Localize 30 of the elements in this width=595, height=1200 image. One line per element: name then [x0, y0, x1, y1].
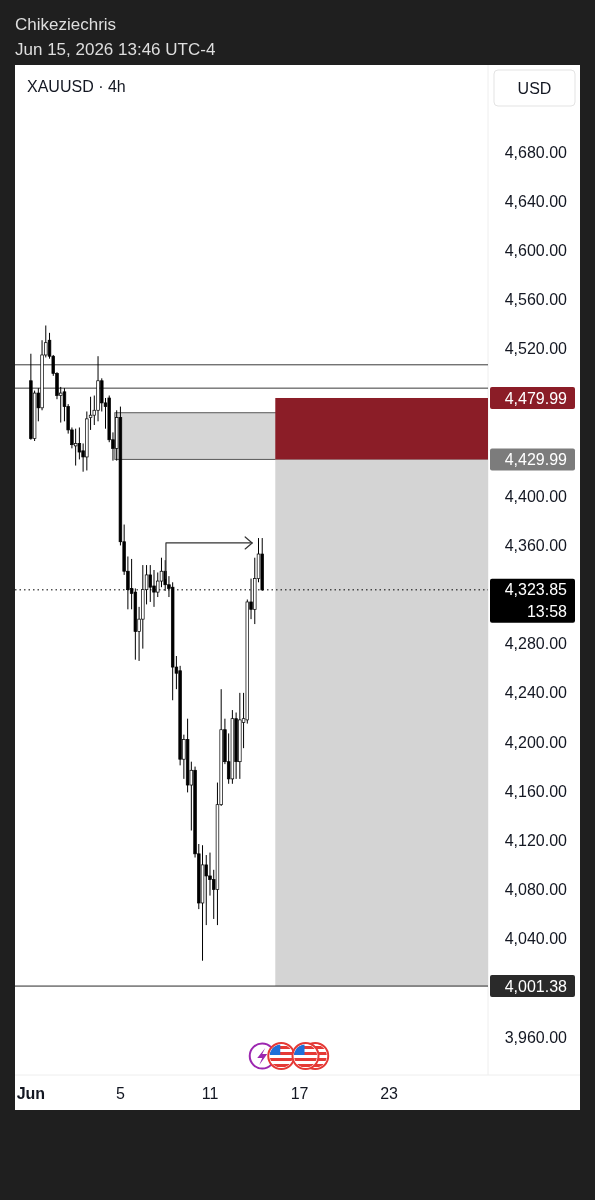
- text: Jun 15, 2026 13:46 UTC-4: [15, 40, 216, 59]
- y-tick-label: 4,680.00: [504, 143, 568, 161]
- text: Chikeziechris: [15, 15, 117, 34]
- y-tick-label: 4,360.00: [504, 537, 568, 555]
- y-tick-label: 4,160.00: [504, 782, 568, 800]
- y-tick-label: 4,600.00: [504, 242, 568, 260]
- band-label: 4,429.99: [504, 451, 568, 469]
- text: XAUUSD · 4h: [27, 78, 126, 95]
- y-tick-label: 4,040.00: [504, 930, 568, 948]
- y-axis-title: USD: [517, 79, 552, 97]
- y-tick-label: 4,240.00: [504, 684, 568, 702]
- x-tick-label: 11: [201, 1085, 219, 1102]
- y-tick-label: 4,080.00: [504, 881, 568, 899]
- y-tick-label: 3,960.00: [504, 1028, 568, 1046]
- y-tick-label: 4,520.00: [504, 340, 568, 358]
- x-tick-label: 5: [115, 1085, 125, 1102]
- y-tick-label: 4,120.00: [504, 831, 568, 849]
- y-tick-label: 4,280.00: [504, 635, 568, 653]
- ref-line-label: 4,323.85 13:58: [504, 581, 568, 621]
- y-tick-label: 4,640.00: [504, 192, 568, 210]
- y-tick-label: 4,200.00: [504, 733, 568, 751]
- band-label: 4,479.99: [504, 389, 568, 407]
- ref-line-label: 4,001.38: [504, 977, 568, 995]
- y-tick-label: 4,560.00: [504, 291, 568, 309]
- x-tick-label: Jun: [16, 1085, 46, 1102]
- x-tick-label: 23: [380, 1085, 399, 1102]
- y-tick-label: 4,400.00: [504, 487, 568, 505]
- candlestick: [204, 854, 208, 926]
- x-tick-label: 17: [290, 1085, 309, 1102]
- candlestick: [73, 428, 78, 467]
